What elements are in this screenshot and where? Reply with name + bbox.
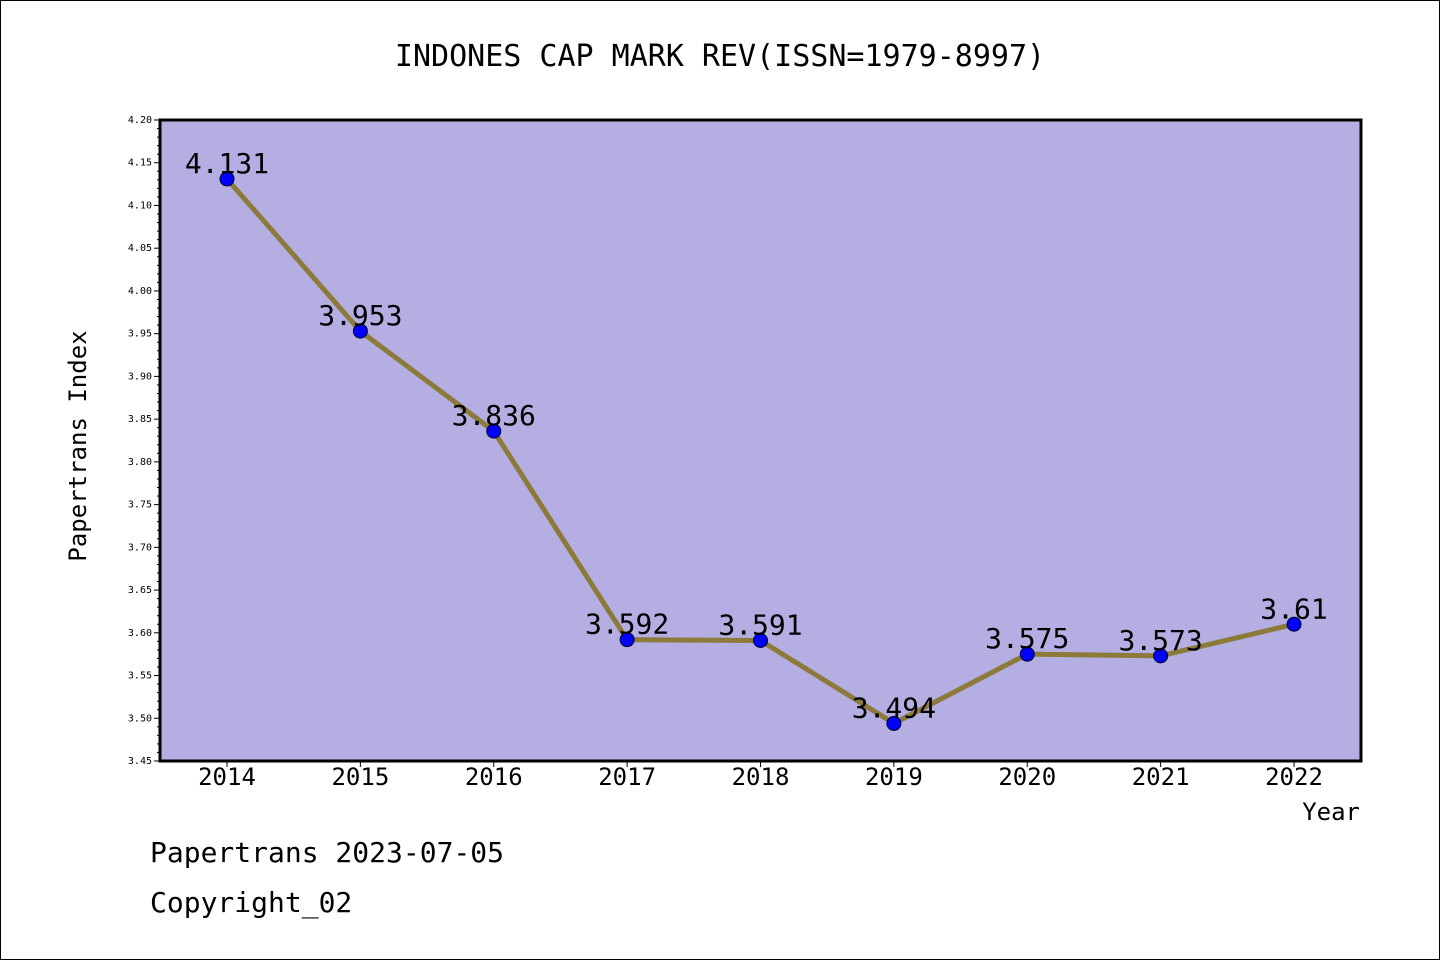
data-label: 3.592 — [585, 608, 669, 641]
y-tick-label: 4.20 — [128, 115, 152, 126]
x-tick-label: 2014 — [198, 763, 256, 791]
footer-date: Papertrans 2023-07-05 — [150, 836, 505, 869]
data-point — [753, 632, 768, 648]
y-tick-label: 3.50 — [128, 713, 152, 724]
data-label: 3.836 — [452, 399, 536, 432]
y-tick-label: 3.95 — [128, 329, 152, 340]
data-point — [352, 323, 368, 339]
y-tick-label: 4.05 — [128, 243, 152, 254]
data-point — [219, 171, 235, 187]
data-point — [619, 632, 635, 648]
data-label: 3.494 — [852, 691, 936, 724]
x-tick-label: 2020 — [998, 763, 1056, 791]
y-tick-label: 3.55 — [128, 671, 152, 682]
y-tick-label: 3.60 — [128, 628, 152, 639]
data-point — [886, 715, 902, 731]
data-label: 3.575 — [985, 622, 1069, 655]
plot-area — [160, 120, 1361, 761]
y-tick-label: 4.15 — [128, 158, 152, 169]
data-point — [1019, 646, 1035, 662]
x-axis-label: Year — [1302, 798, 1360, 826]
chart-title: INDONES CAP MARK REV(ISSN=1979-8997) — [395, 39, 1045, 74]
y-axis-label: Papertrans Index — [64, 330, 92, 561]
y-tick-label: 3.80 — [128, 457, 152, 468]
y-tick-label: 4.00 — [128, 286, 152, 297]
x-tick-label: 2017 — [598, 763, 656, 791]
data-label: 4.131 — [185, 147, 269, 180]
y-tick-label: 3.75 — [128, 500, 152, 511]
data-label: 3.61 — [1260, 592, 1327, 625]
x-tick-label: 2021 — [1132, 763, 1190, 791]
data-label: 3.953 — [318, 299, 402, 332]
x-tick-label: 2019 — [865, 763, 923, 791]
y-tick-label: 3.45 — [128, 756, 152, 767]
y-tick-label: 4.10 — [128, 200, 152, 211]
x-tick-label: 2016 — [465, 763, 523, 791]
data-point — [1153, 648, 1169, 664]
x-tick-label: 2015 — [331, 763, 389, 791]
plot-border — [158, 118, 1363, 763]
y-tick-label: 3.65 — [128, 585, 152, 596]
x-tick-label: 2022 — [1265, 763, 1323, 791]
data-label: 3.591 — [718, 608, 802, 641]
y-tick-label: 3.90 — [128, 371, 152, 382]
y-tick-label: 3.70 — [128, 542, 152, 553]
data-point — [1286, 616, 1302, 632]
x-tick-label: 2018 — [732, 763, 790, 791]
data-point — [486, 423, 502, 439]
footer-copyright: Copyright_02 — [150, 886, 353, 919]
y-tick-label: 3.85 — [128, 414, 152, 425]
data-label: 3.573 — [1118, 624, 1202, 657]
